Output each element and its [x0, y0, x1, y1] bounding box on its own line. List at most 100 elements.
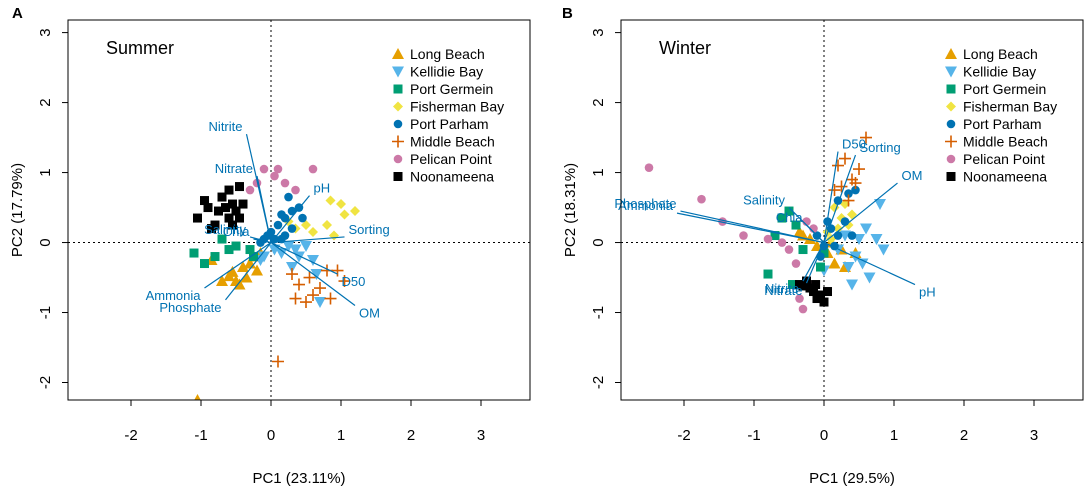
point-fisherman-bay: [325, 195, 336, 206]
point-long-beach: [223, 270, 235, 282]
vector-nitrite: [802, 242, 825, 282]
y-tick-label: 1: [590, 168, 607, 176]
point-noonameena: [235, 213, 244, 223]
point-noonameena: [816, 290, 825, 300]
y-tick-label: -1: [37, 306, 54, 319]
point-noonameena: [798, 281, 808, 291]
point-middle-beach: [842, 194, 855, 207]
x-tick-label: 3: [477, 427, 485, 444]
legend-marker-long-beach: [945, 48, 957, 59]
vector-label-ph: pH: [919, 285, 936, 300]
point-noonameena: [235, 182, 244, 192]
legend-label: Port Germein: [963, 81, 1046, 97]
point-middle-beach: [832, 159, 844, 172]
x-tick-label: -2: [677, 427, 690, 444]
legend-marker-port-germein: [946, 84, 956, 94]
y-tick-label: 3: [37, 28, 54, 36]
vector-label-phosphate: Phosphate: [159, 300, 221, 315]
point-noonameena: [217, 192, 227, 202]
legend-label: Port Germein: [410, 81, 493, 97]
point-port-germein: [770, 231, 780, 241]
y-tick-label: -2: [37, 376, 54, 389]
legend-marker-kellidie-bay: [392, 66, 404, 78]
point-kellidie-bay: [870, 234, 883, 246]
point-fisherman-bay: [336, 199, 346, 210]
point-fisherman-bay: [826, 234, 836, 245]
panel-label: A: [12, 5, 23, 22]
y-tick-label: 3: [590, 28, 607, 36]
vector-ammonia: [204, 242, 272, 289]
point-port-parham: [851, 185, 860, 195]
vector-label-d50: D50: [342, 274, 366, 289]
legend-label: Fisherman Bay: [410, 99, 504, 115]
point-port-parham: [287, 206, 297, 216]
legend-label: Fisherman Bay: [963, 99, 1057, 115]
vector-sorting: [270, 236, 345, 244]
point-pelican-point: [644, 163, 654, 172]
point-pelican-point: [259, 164, 269, 174]
vector-label-phosphate: Phosphate: [614, 196, 676, 211]
point-middle-beach: [853, 163, 865, 176]
point-fisherman-bay: [322, 220, 332, 231]
point-middle-beach: [314, 282, 326, 295]
point-port-germein: [224, 245, 234, 255]
point-long-beach: [240, 271, 253, 283]
point-pelican-point: [280, 178, 290, 188]
x-tick-label: 2: [407, 427, 415, 444]
vector-label-sorting: Sorting: [349, 222, 390, 237]
point-kellidie-bay: [846, 279, 858, 291]
panel-a: A Nitrite Nitrate pH Sorting D50 OM PhosphateAm…: [9, 5, 531, 487]
point-pelican-point: [697, 194, 706, 204]
point-middle-beach: [300, 296, 312, 309]
point-long-beach: [216, 275, 228, 287]
legend-label: Port Parham: [410, 116, 489, 132]
point-noonameena: [819, 297, 829, 307]
vector-label-chla: Chla: [776, 210, 804, 225]
legend-label: Middle Beach: [410, 134, 495, 150]
point-kellidie-bay: [863, 272, 876, 284]
legend-label: Noonameena: [410, 169, 494, 185]
legend-label: Kellidie Bay: [963, 64, 1036, 80]
vector-label-chla: Chla: [223, 224, 251, 239]
axes: -2 -1 0 1 2 3 -2 -1 0 1 2 3: [37, 28, 485, 444]
point-kellidie-bay: [282, 241, 295, 253]
legend-label: Long Beach: [963, 46, 1038, 62]
vector-om: [823, 182, 898, 244]
point-port-parham: [840, 217, 850, 226]
point-port-germein: [788, 280, 797, 290]
y-tick-label: -2: [590, 376, 607, 389]
legend-label: Kellidie Bay: [410, 64, 483, 80]
point-port-germein: [200, 259, 209, 269]
x-tick-label: 3: [1030, 427, 1038, 444]
point-kellidie-bay: [275, 248, 288, 260]
x-axis-title: PC1 (23.11%): [252, 470, 345, 487]
y-axis-title: PC2 (17.79%): [9, 163, 26, 257]
vector-label-salinity: Salinity: [743, 193, 785, 208]
point-pelican-point: [245, 185, 255, 195]
point-port-germein: [249, 252, 258, 262]
point-noonameena: [224, 185, 234, 195]
point-fisherman-bay: [847, 209, 857, 220]
point-middle-beach: [324, 292, 337, 305]
panel-title: Summer: [106, 38, 174, 58]
vector-phosphate: [225, 242, 272, 301]
point-port-germein: [798, 245, 808, 255]
point-port-parham: [847, 231, 857, 240]
point-kellidie-bay: [289, 244, 302, 256]
legend-marker-noonameena: [393, 172, 403, 181]
point-port-parham: [844, 189, 853, 198]
point-port-parham: [284, 192, 293, 202]
vector-ph: [270, 195, 310, 243]
vector-label-nitrite: Nitrite: [765, 281, 799, 296]
x-axis-title: PC1 (29.5%): [809, 470, 895, 487]
point-long-beach: [251, 264, 263, 276]
point-pelican-point: [798, 304, 808, 314]
point-middle-beach: [828, 184, 841, 197]
point-middle-beach: [293, 278, 305, 291]
point-middle-beach: [272, 355, 284, 368]
point-port-germein: [819, 248, 829, 258]
